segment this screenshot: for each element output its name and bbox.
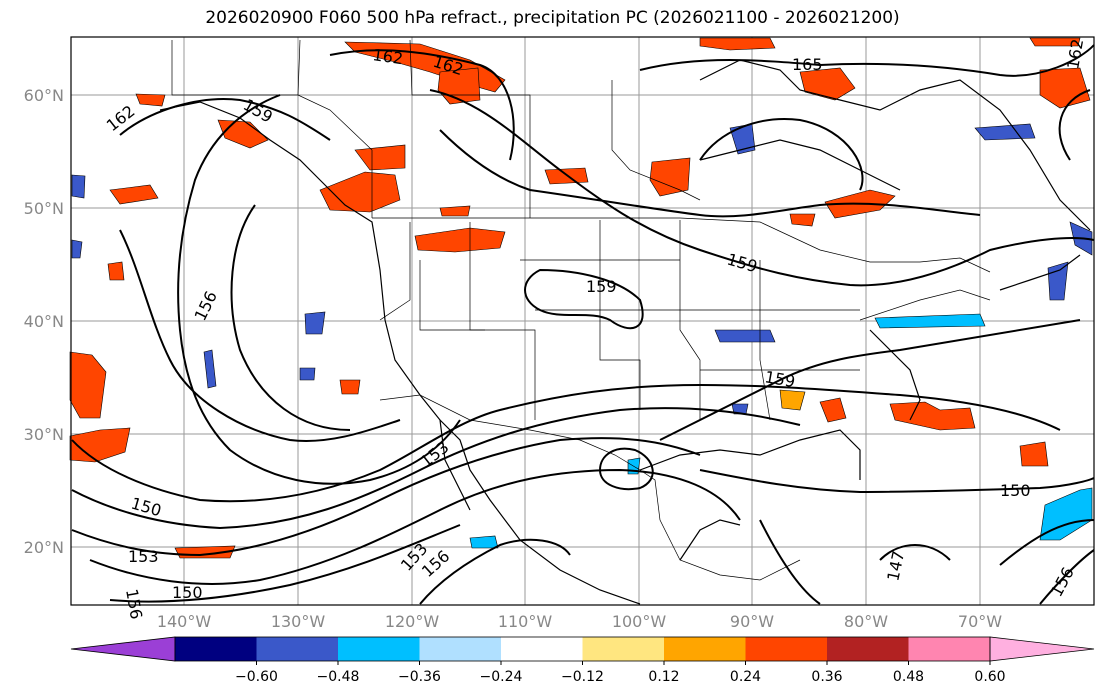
precip-area [1047,261,1069,301]
colorbar-segment [827,637,909,661]
colorbar-tick-label: 0.12 [648,669,679,685]
lat-axis: 60°N 50°N 40°N 30°N 20°N [24,86,64,557]
contour-lines [71,44,1095,605]
precip-area [304,311,326,335]
precip-area [107,261,125,281]
lon-tick-label: 90°W [730,612,774,631]
precip-area [109,184,159,205]
lon-tick-label: 110°W [498,612,553,631]
colorbar-segment [908,637,990,661]
lat-tick-label: 40°N [24,312,64,331]
precip-area [69,427,131,463]
precip-area [439,205,471,217]
precip-area [889,401,976,431]
boundaries [171,39,991,581]
coastlines [159,59,1091,605]
lon-axis: 140°W 130°W 120°W 110°W 100°W 90°W 80°W … [157,612,1002,631]
contour-label: 162 [371,45,404,68]
colorbar-labels: −0.60 −0.48 −0.36 −0.24 −0.12 0.12 0.24 0.36 0.4… [235,661,1006,685]
contour-label: 159 [586,277,617,296]
map-frame [70,36,1095,606]
contour-label: 150 [1000,481,1031,500]
colorbar [70,636,1095,662]
graticule [71,37,1094,605]
lat-tick-label: 60°N [24,86,64,105]
precip-area [874,313,986,329]
precip-area [69,351,107,419]
colorbar-segment [745,637,827,661]
precip-area [699,37,776,51]
colorbar-tick-label: 0.24 [730,669,761,685]
colorbar-segment [338,637,420,661]
lat-tick-label: 20°N [24,538,64,557]
contour-label: 153 [128,547,159,566]
precip-area [1029,37,1081,47]
colorbar-segment [501,637,583,661]
lat-tick-label: 50°N [24,199,64,218]
colorbar-tick-label: −0.48 [317,669,360,685]
lon-tick-label: 70°W [958,612,1002,631]
contour-label: 150 [172,583,203,602]
contour-label: 156 [122,587,146,620]
lon-tick-label: 140°W [157,612,212,631]
precip-area [319,171,401,213]
precip-area [789,213,816,227]
colorbar-extend-high [989,636,1095,662]
colorbar-tick-label: 0.48 [893,669,924,685]
precip-area [71,174,86,199]
colorbar-segment [582,637,664,661]
precip-area [469,535,499,549]
colorbar-segment [419,637,501,661]
precip-area [799,67,856,101]
precip-area [1019,441,1049,467]
colorbar-segment [664,637,746,661]
precip-area [71,239,83,259]
precip-area [135,93,166,107]
colorbar-segment [175,637,257,661]
map-title: 2026020900 F060 500 hPa refract., precip… [205,8,900,28]
lon-tick-label: 120°W [385,612,440,631]
lon-tick-label: 80°W [844,612,888,631]
colorbar-tick-label: 0.36 [811,669,842,685]
colorbar-tick-label: −0.60 [235,669,278,685]
lat-tick-label: 30°N [24,425,64,444]
lon-tick-label: 100°W [612,612,667,631]
colorbar-tick-label: 0.60 [974,669,1005,685]
precip-area [1039,67,1091,109]
colorbar-tick-label: −0.12 [561,669,604,685]
colorbar-segment [256,637,338,661]
precip-area [354,144,406,171]
precip-area [649,157,691,197]
colorbar-tick-label: −0.24 [480,669,523,685]
colorbar-extend-low [70,636,176,662]
precip-area [714,329,776,343]
precip-area [299,367,316,381]
precip-shading [69,37,1093,559]
lon-tick-label: 130°W [271,612,326,631]
precip-area [339,379,361,395]
precip-area [819,397,847,423]
contour-label: 165 [792,55,823,74]
precip-area [779,389,806,411]
precip-area [203,349,217,389]
colorbar-tick-label: −0.36 [398,669,441,685]
